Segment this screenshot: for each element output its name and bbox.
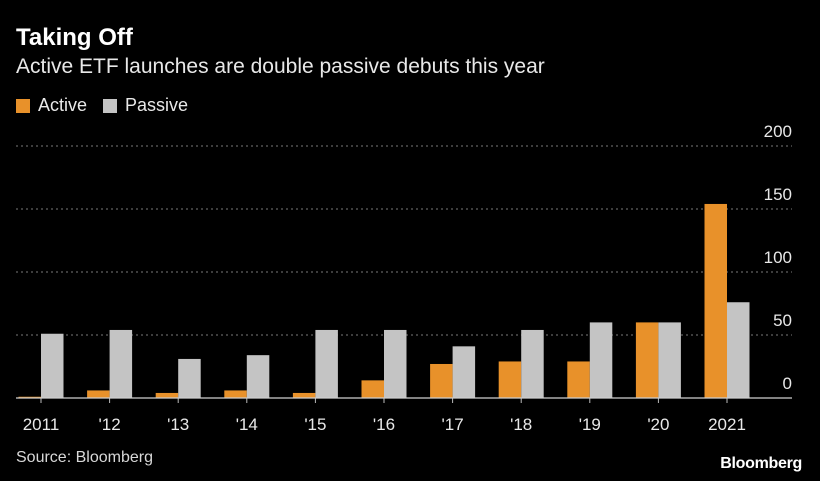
x-tick-label: 2011	[23, 415, 60, 434]
bar-passive	[452, 346, 476, 398]
chart-subtitle: Active ETF launches are double passive d…	[16, 55, 545, 78]
bar-active	[498, 361, 522, 398]
bar-active	[155, 392, 179, 398]
x-tick-label: '16	[373, 415, 395, 434]
bar-active	[18, 396, 41, 398]
y-tick-label: 100	[764, 248, 792, 267]
x-tick-label: '18	[510, 415, 532, 434]
bar-passive	[521, 329, 544, 398]
bar-passive	[41, 333, 64, 398]
bar-active	[567, 361, 590, 398]
x-tick-label: '17	[442, 415, 464, 434]
y-tick-label: 50	[773, 311, 792, 330]
x-tick-label: '14	[236, 415, 258, 434]
x-tick-label: '12	[99, 415, 121, 434]
bar-passive	[384, 329, 407, 398]
bar-passive	[315, 329, 338, 398]
bar-passive	[178, 358, 201, 398]
source-note: Source: Bloomberg	[16, 449, 153, 466]
y-tick-label: 200	[764, 122, 792, 141]
legend-swatch-passive	[103, 98, 118, 113]
x-tick-label: '13	[167, 415, 189, 434]
legend-label-passive: Passive	[125, 95, 189, 115]
y-tick-label: 0	[783, 374, 792, 393]
y-tick-label: 150	[764, 185, 792, 204]
bar-active	[87, 390, 110, 398]
bar-active	[635, 322, 659, 398]
bar-active	[292, 392, 316, 398]
bloomberg-logo: Bloomberg	[720, 455, 802, 472]
bar-passive	[109, 329, 133, 398]
legend-label-active: Active	[38, 95, 88, 115]
x-tick-label: '19	[579, 415, 601, 434]
bar-passive	[589, 322, 613, 398]
bar-passive	[727, 302, 750, 398]
bar-passive	[658, 322, 681, 398]
legend-item-active: Active	[16, 95, 87, 116]
bar-passive	[246, 355, 270, 398]
x-tick-label: 2021	[708, 415, 746, 434]
chart-title: Taking Off	[16, 24, 133, 51]
legend-item-passive: Passive	[103, 95, 188, 116]
legend-swatch-active	[16, 98, 30, 113]
bar-active	[361, 380, 384, 398]
legend: Active Passive	[16, 95, 204, 116]
x-tick-label: '15	[304, 415, 326, 434]
x-tick-label: '20	[647, 415, 669, 434]
bar-active	[430, 363, 453, 398]
bar-active	[224, 390, 247, 398]
bar-active	[704, 203, 727, 398]
